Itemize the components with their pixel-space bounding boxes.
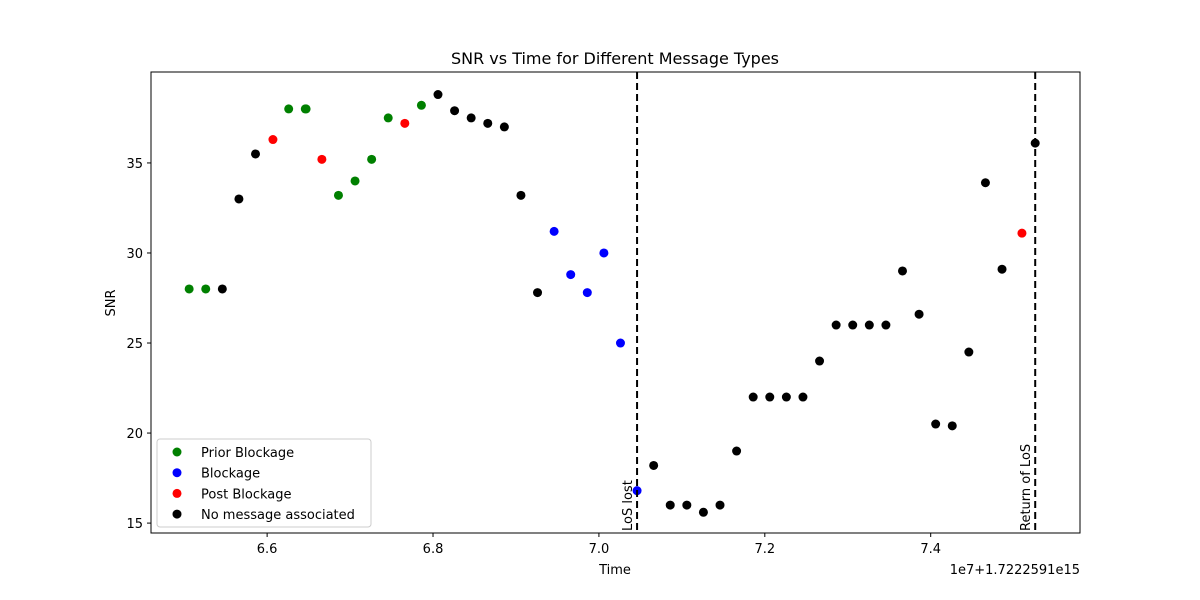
- x-tick-label: 7.4: [920, 542, 941, 557]
- y-tick-label: 20: [126, 427, 143, 442]
- legend-marker: [172, 468, 182, 478]
- data-point: [997, 264, 1007, 274]
- data-point: [350, 176, 360, 186]
- data-point: [1017, 228, 1027, 238]
- data-point: [549, 226, 559, 236]
- data-point: [615, 338, 625, 348]
- y-tick-label: 15: [126, 517, 143, 532]
- data-point: [367, 154, 377, 164]
- data-point: [284, 104, 294, 114]
- data-point: [698, 507, 708, 517]
- data-point: [234, 194, 244, 204]
- data-point: [649, 460, 659, 470]
- data-point: [831, 320, 841, 330]
- data-point: [333, 190, 343, 200]
- plot-frame: [150, 71, 1081, 534]
- y-tick-label: 35: [126, 157, 143, 172]
- x-axis-label: Time: [598, 563, 631, 578]
- vline-label-2: Return of LoS: [1019, 444, 1034, 531]
- data-point: [815, 356, 825, 366]
- legend: Prior Blockage Blockage Post Blockage No me…: [156, 438, 372, 528]
- data-point: [317, 154, 327, 164]
- data-point: [980, 178, 990, 188]
- data-point: [897, 266, 907, 276]
- x-tick-label: 6.8: [423, 542, 444, 557]
- legend-marker: [172, 447, 182, 457]
- data-point: [301, 104, 311, 114]
- legend-box: [156, 438, 372, 528]
- data-point: [964, 347, 974, 357]
- data-point: [516, 190, 526, 200]
- data-point: [416, 100, 426, 110]
- data-point: [201, 284, 211, 294]
- data-point: [400, 118, 410, 128]
- data-point: [499, 122, 509, 132]
- data-point: [864, 320, 874, 330]
- data-point: [483, 118, 493, 128]
- data-point: [433, 90, 443, 100]
- data-point: [881, 320, 891, 330]
- data-point: [533, 288, 543, 298]
- data-point: [715, 500, 725, 510]
- data-point: [748, 392, 758, 402]
- plot-area: LoS lost Return of LoS: [184, 72, 1040, 533]
- y-tick-label: 25: [126, 337, 143, 352]
- data-point: [566, 270, 576, 280]
- axes: 6.6 6.8 7.0 7.2 7.4 15 20 25 30 35: [126, 157, 941, 557]
- x-tick-label: 7.0: [589, 542, 610, 557]
- data-point: [914, 309, 924, 319]
- data-point: [682, 500, 692, 510]
- legend-label: Prior Blockage: [201, 446, 294, 461]
- data-point: [665, 500, 675, 510]
- data-point: [798, 392, 808, 402]
- legend-marker: [172, 509, 182, 519]
- data-point: [466, 113, 476, 123]
- data-point: [450, 106, 460, 116]
- data-point: [947, 421, 957, 431]
- data-point: [268, 135, 278, 145]
- y-tick-label: 30: [126, 247, 143, 262]
- x-offset-label: 1e7+1.7222591e15: [950, 563, 1080, 578]
- legend-label: Post Blockage: [201, 487, 291, 502]
- chart-title: SNR vs Time for Different Message Types: [451, 49, 779, 68]
- data-point: [931, 419, 941, 429]
- legend-label: Blockage: [201, 467, 260, 482]
- data-point: [848, 320, 858, 330]
- y-axis-label: SNR: [104, 289, 119, 316]
- data-point: [765, 392, 775, 402]
- legend-label: No message associated: [201, 508, 355, 523]
- data-point: [217, 284, 227, 294]
- x-tick-label: 6.6: [257, 542, 278, 557]
- legend-marker: [172, 488, 182, 498]
- data-point: [184, 284, 194, 294]
- x-tick-label: 7.2: [754, 542, 775, 557]
- data-point: [251, 149, 261, 159]
- data-point: [582, 288, 592, 298]
- data-point: [599, 248, 609, 258]
- data-point: [781, 392, 791, 402]
- data-point: [732, 446, 742, 456]
- vline-label-1: LoS lost: [621, 480, 636, 531]
- data-point: [383, 113, 393, 123]
